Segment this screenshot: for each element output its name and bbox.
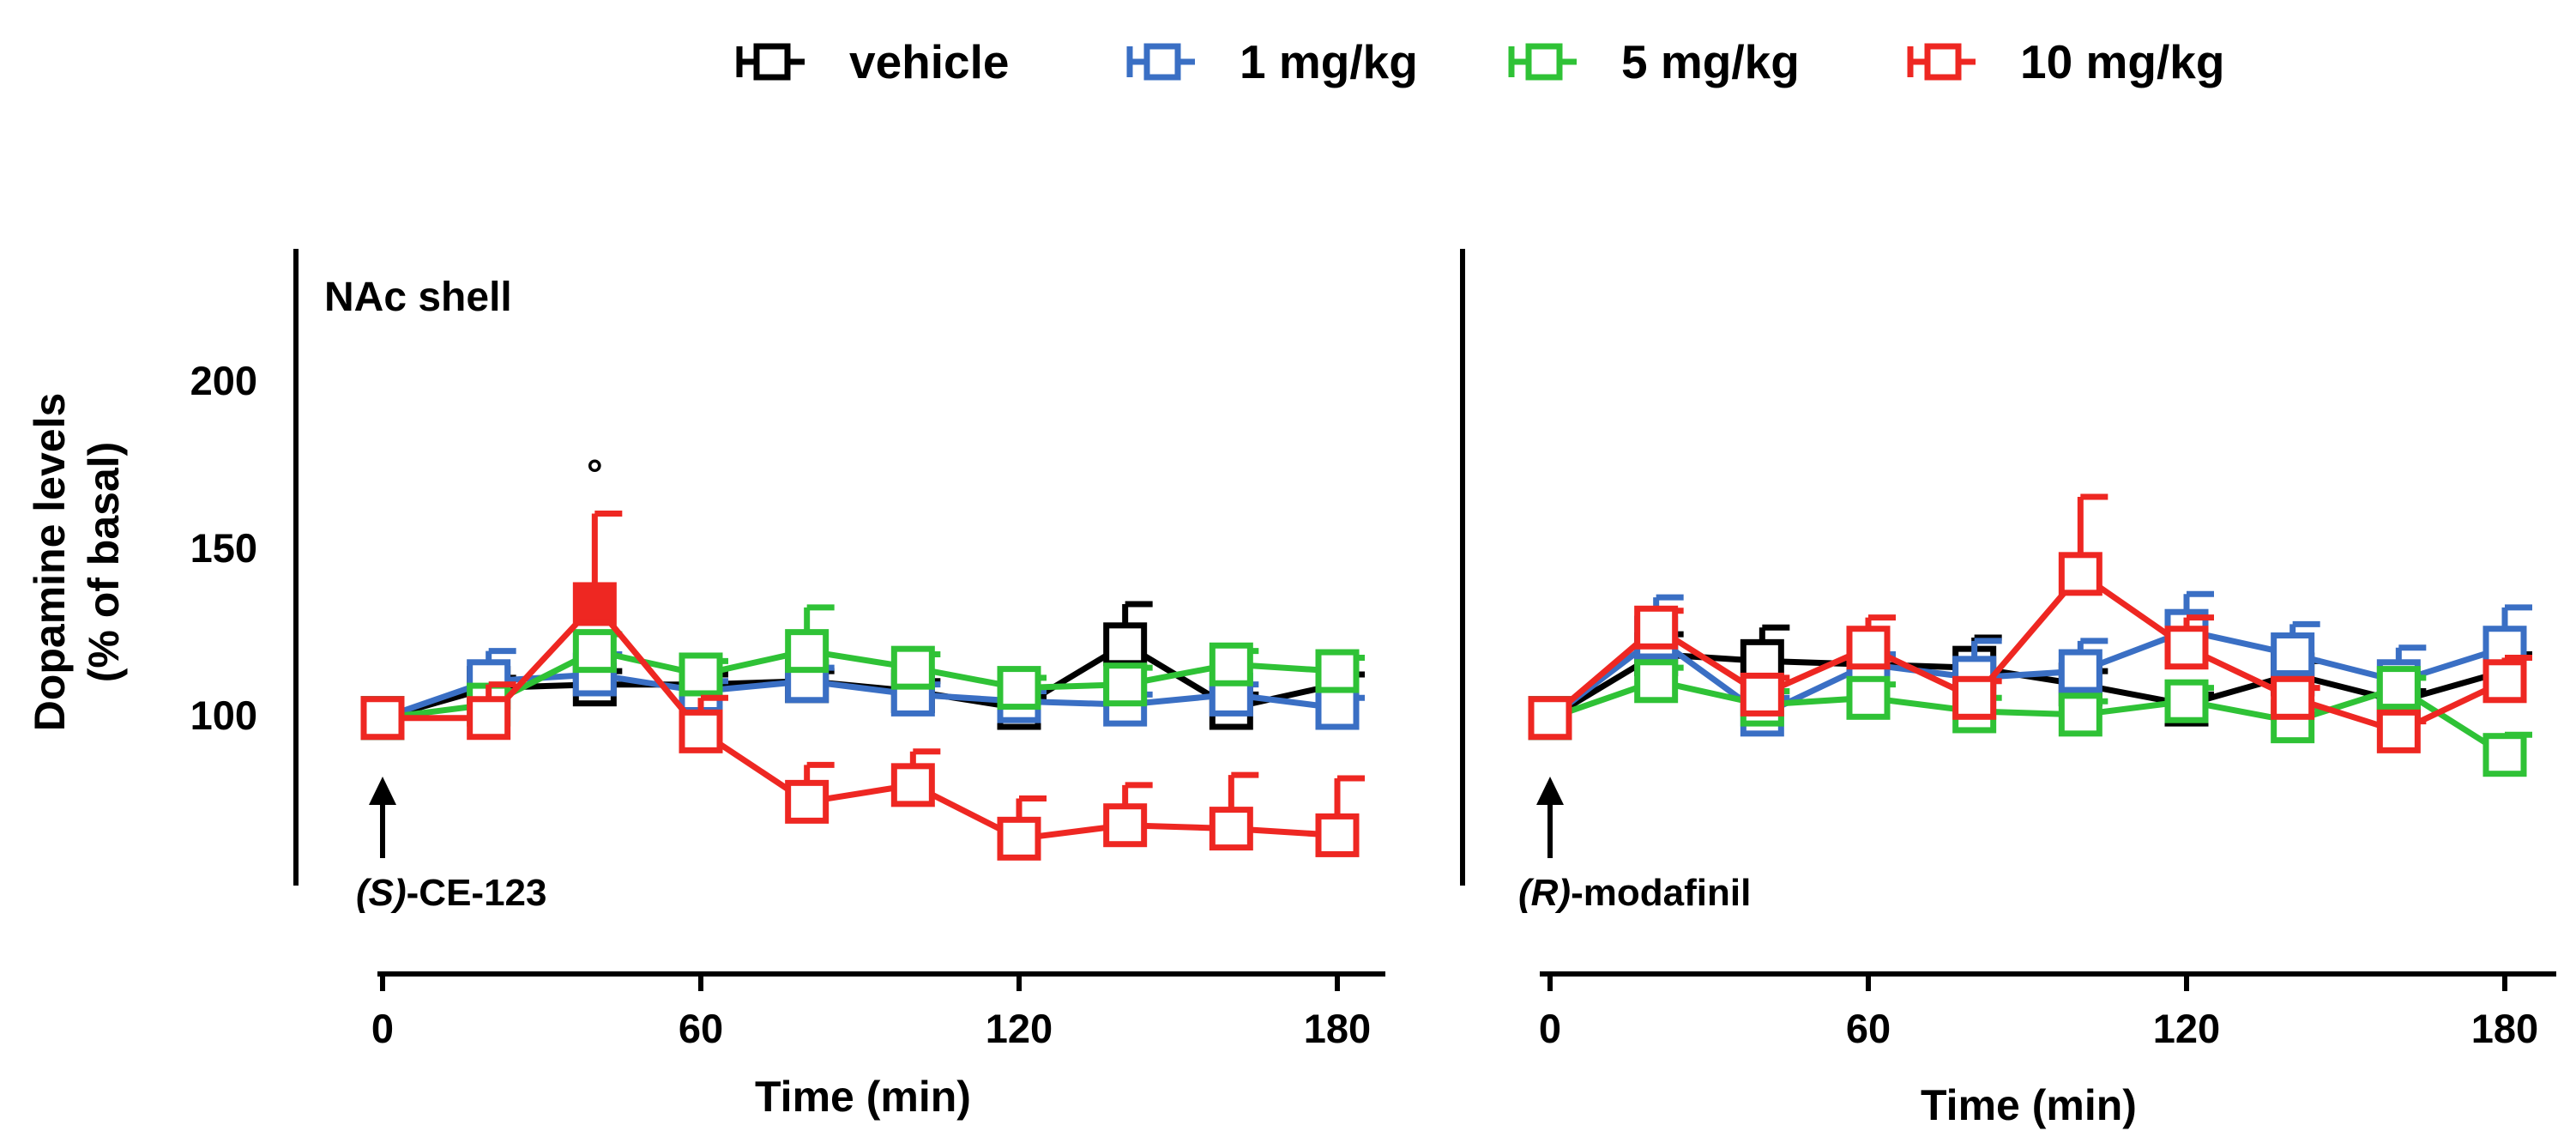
x-axis-title: Time (min) xyxy=(1921,1081,2137,1129)
series-line-10-mg-kg xyxy=(1547,570,2507,735)
drug-prefix: (R) xyxy=(1518,872,1571,914)
injection-arrow-head xyxy=(1536,777,1564,805)
data-point-5-mg-kg xyxy=(572,629,617,674)
data-point-vehicle xyxy=(1103,622,1148,667)
data-point-10-mg-kg xyxy=(572,582,617,626)
x-tick-label: 0 xyxy=(1539,1006,1561,1051)
data-point-10-mg-kg xyxy=(1528,696,1572,741)
data-point-10-mg-kg xyxy=(2271,675,2315,720)
data-point-10-mg-kg xyxy=(2164,626,2209,670)
data-point-10-mg-kg xyxy=(2058,552,2102,596)
drug-suffix: -CE-123 xyxy=(407,872,547,914)
injection-arrow-head xyxy=(369,777,396,805)
data-point-10-mg-kg xyxy=(1634,605,1679,650)
series-line-1-mg-kg xyxy=(1547,627,2507,721)
data-point-5-mg-kg xyxy=(2164,679,2209,723)
x-tick-label: 60 xyxy=(1846,1006,1891,1051)
data-point-5-mg-kg xyxy=(2058,692,2102,737)
data-point-10-mg-kg xyxy=(1846,626,1891,670)
x-tick-label: 60 xyxy=(679,1006,723,1051)
x-axis-title: Time (min) xyxy=(755,1073,971,1121)
data-point-10-mg-kg xyxy=(360,696,405,741)
data-point-10-mg-kg xyxy=(1103,803,1148,848)
legend-label-10-mg-kg: 10 mg/kg xyxy=(2020,35,2224,88)
x-tick-label: 180 xyxy=(1304,1006,1371,1051)
data-point-10-mg-kg xyxy=(1209,807,1253,851)
data-point-5-mg-kg xyxy=(997,666,1041,711)
series-line-5-mg-kg xyxy=(382,647,1338,722)
drug-label: (S)-CE-123 xyxy=(356,872,547,914)
data-point-5-mg-kg xyxy=(785,629,830,674)
data-point-5-mg-kg xyxy=(679,652,723,697)
data-point-5-mg-kg xyxy=(1846,675,1891,720)
significance-marker: ° xyxy=(587,451,603,497)
data-point-5-mg-kg xyxy=(1634,659,1679,704)
legend-label-1-mg-kg: 1 mg/kg xyxy=(1240,35,1418,88)
data-point-5-mg-kg xyxy=(2376,666,2421,711)
data-point-5-mg-kg xyxy=(1315,649,1360,693)
data-point-10-mg-kg xyxy=(785,779,830,824)
data-point-1-mg-kg xyxy=(2058,649,2102,693)
data-point-10-mg-kg xyxy=(997,816,1041,861)
data-point-5-mg-kg xyxy=(1103,662,1148,707)
data-point-10-mg-kg xyxy=(679,709,723,753)
chart-marks: ° xyxy=(293,249,2556,991)
drug-prefix: (S) xyxy=(356,872,407,914)
data-point-10-mg-kg xyxy=(2482,659,2527,704)
legend-marker-5-mg-kg xyxy=(1525,43,1563,81)
data-point-10-mg-kg xyxy=(1740,672,1784,717)
x-tick-label: 180 xyxy=(2471,1006,2538,1051)
x-tick-label: 0 xyxy=(371,1006,394,1051)
legend-marker-1-mg-kg xyxy=(1143,43,1181,81)
y-axis-subtitle: (% of basal) xyxy=(80,442,128,683)
drug-label: (R)-modafinil xyxy=(1518,872,1751,914)
y-axis-title: Dopamine levels xyxy=(26,393,74,732)
legend-label-5-mg-kg: 5 mg/kg xyxy=(1621,35,1800,88)
data-point-1-mg-kg xyxy=(2271,632,2315,677)
series-line-5-mg-kg xyxy=(1548,678,2507,758)
legend-label-vehicle: vehicle xyxy=(849,35,1010,88)
series-line-10-mg-kg xyxy=(383,599,1338,842)
data-point-10-mg-kg xyxy=(1315,813,1360,857)
y-tick-label: 150 xyxy=(190,525,257,571)
legend-marker-vehicle xyxy=(753,43,791,81)
x-tick-label: 120 xyxy=(986,1006,1053,1051)
data-point-10-mg-kg xyxy=(890,763,935,807)
legend-marker-10-mg-kg xyxy=(1924,43,1962,81)
data-point-10-mg-kg xyxy=(2376,709,2421,753)
data-point-5-mg-kg xyxy=(1209,642,1253,686)
y-tick-label: 100 xyxy=(190,692,257,738)
panel-title: NAc shell xyxy=(324,275,512,320)
drug-suffix: -modafinil xyxy=(1571,872,1751,914)
y-tick-label: 200 xyxy=(190,358,257,403)
data-point-5-mg-kg xyxy=(890,645,935,690)
data-point-10-mg-kg xyxy=(467,696,511,741)
data-point-5-mg-kg xyxy=(2482,733,2527,777)
data-point-10-mg-kg xyxy=(1952,675,1997,720)
data-point-1-mg-kg xyxy=(1315,686,1360,730)
x-tick-label: 120 xyxy=(2153,1006,2220,1051)
legend: vehicle 1 mg/kg 5 mg/kg 10 mg/kg xyxy=(736,35,2224,88)
